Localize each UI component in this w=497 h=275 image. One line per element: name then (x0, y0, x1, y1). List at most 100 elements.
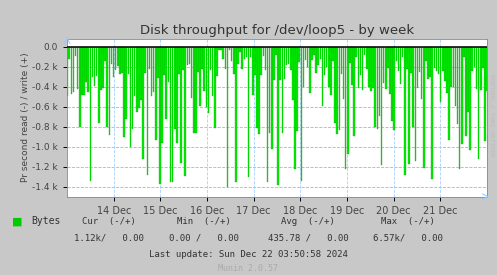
Bar (151, 46, 152, 96)
Bar (108, 46, 110, 135)
Bar (465, 46, 467, 136)
Bar (296, 46, 298, 131)
Bar (345, 46, 346, 169)
Text: Munin 2.0.57: Munin 2.0.57 (219, 265, 278, 273)
Bar (396, 46, 397, 60)
Bar (315, 46, 317, 73)
Bar (486, 46, 488, 90)
Bar (140, 46, 142, 100)
Bar (244, 46, 245, 59)
Bar (334, 46, 336, 123)
Bar (203, 46, 205, 91)
Bar (75, 46, 77, 56)
Bar (89, 46, 91, 182)
Bar (429, 46, 431, 77)
Bar (254, 46, 255, 75)
Bar (360, 46, 361, 75)
Bar (166, 46, 167, 119)
Text: 0.00 /   0.00: 0.00 / 0.00 (169, 233, 239, 242)
Bar (324, 46, 326, 75)
Bar (117, 46, 118, 66)
Bar (480, 46, 482, 90)
Bar (284, 46, 285, 79)
Bar (235, 46, 237, 182)
Bar (246, 46, 248, 57)
Bar (216, 46, 218, 76)
Bar (330, 46, 331, 95)
Bar (69, 46, 70, 59)
Bar (275, 46, 277, 55)
Bar (448, 46, 450, 141)
Bar (469, 46, 471, 150)
Bar (167, 46, 169, 82)
Bar (191, 46, 192, 98)
Bar (113, 46, 114, 77)
Bar (197, 46, 199, 72)
Bar (450, 46, 452, 87)
Text: Cur  (-/+): Cur (-/+) (83, 217, 136, 226)
Bar (404, 46, 406, 175)
Bar (174, 46, 175, 130)
Bar (182, 46, 184, 70)
Bar (419, 46, 420, 72)
Bar (452, 46, 454, 87)
Bar (214, 46, 216, 128)
Bar (159, 46, 161, 184)
Bar (433, 46, 435, 68)
Bar (416, 46, 418, 88)
Bar (106, 46, 108, 127)
Bar (282, 46, 283, 133)
Bar (277, 46, 279, 185)
Bar (210, 46, 211, 70)
Bar (414, 46, 416, 161)
Bar (138, 46, 140, 108)
Bar (311, 46, 313, 60)
Bar (307, 46, 309, 67)
Bar (459, 46, 460, 169)
Bar (96, 46, 97, 76)
Bar (328, 46, 330, 87)
Bar (155, 46, 157, 140)
Bar (463, 46, 465, 57)
Bar (66, 46, 68, 96)
Bar (227, 46, 228, 187)
Bar (77, 46, 79, 89)
Bar (153, 46, 155, 92)
Bar (355, 46, 357, 57)
Bar (398, 46, 399, 71)
Text: 435.78 /   0.00: 435.78 / 0.00 (268, 233, 348, 242)
Bar (444, 46, 446, 81)
Bar (149, 46, 150, 69)
Bar (134, 46, 135, 96)
Bar (336, 46, 338, 134)
Bar (364, 46, 365, 55)
Bar (294, 46, 296, 169)
Y-axis label: Pr second read (-) / write (+): Pr second read (-) / write (+) (20, 53, 29, 182)
Bar (381, 46, 382, 164)
Bar (455, 46, 456, 106)
Bar (400, 46, 401, 84)
Bar (164, 46, 165, 75)
Bar (322, 46, 323, 106)
Bar (223, 46, 224, 59)
Bar (389, 46, 391, 94)
Bar (262, 46, 264, 56)
Bar (288, 46, 289, 64)
Bar (186, 46, 188, 65)
Bar (340, 46, 342, 74)
Bar (338, 46, 340, 130)
Bar (142, 46, 144, 159)
Bar (431, 46, 433, 179)
Bar (413, 46, 414, 126)
Bar (256, 46, 258, 128)
Bar (472, 46, 473, 71)
Bar (147, 46, 148, 175)
Title: Disk throughput for /dev/loop5 - by week: Disk throughput for /dev/loop5 - by week (140, 24, 414, 37)
Bar (229, 46, 231, 50)
Bar (372, 46, 374, 88)
Bar (482, 46, 484, 68)
Bar (446, 46, 448, 93)
Bar (474, 46, 475, 67)
Text: Bytes: Bytes (31, 216, 60, 226)
Bar (347, 46, 348, 153)
